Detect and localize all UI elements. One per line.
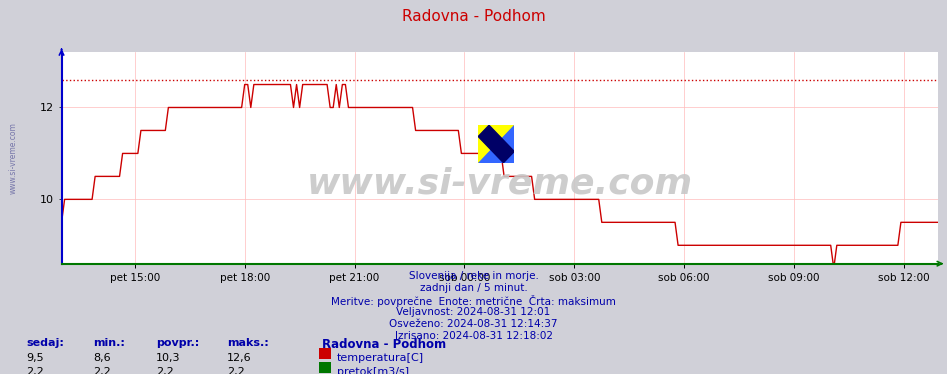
Text: Radovna - Podhom: Radovna - Podhom xyxy=(322,338,446,351)
Text: Izrisano: 2024-08-31 12:18:02: Izrisano: 2024-08-31 12:18:02 xyxy=(395,331,552,341)
Text: Slovenija / reke in morje.: Slovenija / reke in morje. xyxy=(408,271,539,281)
Text: maks.:: maks.: xyxy=(227,338,269,348)
Text: Meritve: povprečne  Enote: metrične  Črta: maksimum: Meritve: povprečne Enote: metrične Črta:… xyxy=(331,295,616,307)
Text: 10,3: 10,3 xyxy=(156,353,181,363)
Text: Osveženo: 2024-08-31 12:14:37: Osveženo: 2024-08-31 12:14:37 xyxy=(389,319,558,329)
Text: 8,6: 8,6 xyxy=(93,353,111,363)
Polygon shape xyxy=(478,125,514,163)
Text: 2,2: 2,2 xyxy=(156,367,174,374)
Text: min.:: min.: xyxy=(93,338,125,348)
Text: www.si-vreme.com: www.si-vreme.com xyxy=(9,122,18,194)
Text: 2,2: 2,2 xyxy=(227,367,245,374)
Text: www.si-vreme.com: www.si-vreme.com xyxy=(307,166,692,200)
Text: 2,2: 2,2 xyxy=(27,367,45,374)
Text: 2,2: 2,2 xyxy=(93,367,111,374)
Text: pretok[m3/s]: pretok[m3/s] xyxy=(337,367,409,374)
Text: 12,6: 12,6 xyxy=(227,353,252,363)
Text: povpr.:: povpr.: xyxy=(156,338,200,348)
Text: Radovna - Podhom: Radovna - Podhom xyxy=(402,9,545,24)
Text: Veljavnost: 2024-08-31 12:01: Veljavnost: 2024-08-31 12:01 xyxy=(397,307,550,317)
Polygon shape xyxy=(478,125,514,163)
Text: 9,5: 9,5 xyxy=(27,353,45,363)
Text: zadnji dan / 5 minut.: zadnji dan / 5 minut. xyxy=(420,283,527,293)
Text: sedaj:: sedaj: xyxy=(27,338,64,348)
Polygon shape xyxy=(478,125,514,163)
Text: temperatura[C]: temperatura[C] xyxy=(337,353,424,363)
